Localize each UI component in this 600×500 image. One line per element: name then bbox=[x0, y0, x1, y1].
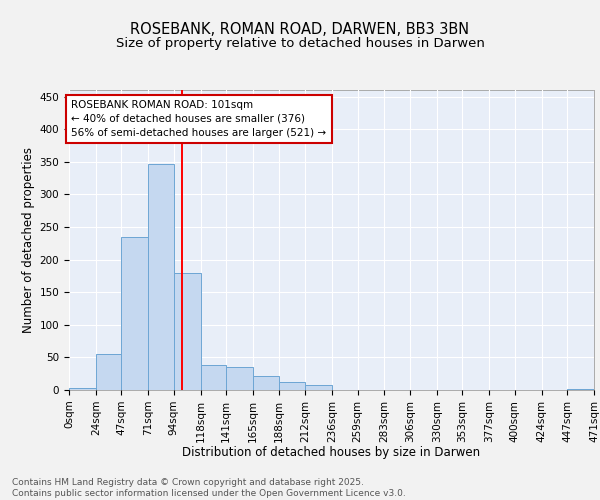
Bar bbox=[121, 236, 148, 390]
Bar bbox=[253, 376, 278, 390]
Bar bbox=[226, 367, 253, 390]
Bar bbox=[226, 367, 253, 390]
Text: Size of property relative to detached houses in Darwen: Size of property relative to detached ho… bbox=[116, 38, 484, 51]
Bar bbox=[69, 388, 96, 390]
Bar bbox=[69, 388, 96, 390]
Bar bbox=[200, 365, 226, 390]
Bar bbox=[305, 386, 332, 390]
Text: Contains HM Land Registry data © Crown copyright and database right 2025.
Contai: Contains HM Land Registry data © Crown c… bbox=[12, 478, 406, 498]
Text: ROSEBANK, ROMAN ROAD, DARWEN, BB3 3BN: ROSEBANK, ROMAN ROAD, DARWEN, BB3 3BN bbox=[130, 22, 470, 38]
Bar bbox=[567, 388, 594, 390]
Bar bbox=[96, 354, 121, 390]
Bar bbox=[121, 236, 148, 390]
Bar bbox=[200, 365, 226, 390]
Y-axis label: Number of detached properties: Number of detached properties bbox=[22, 147, 35, 333]
Bar bbox=[174, 272, 200, 390]
Bar bbox=[96, 354, 121, 390]
Text: ROSEBANK ROMAN ROAD: 101sqm
← 40% of detached houses are smaller (376)
56% of se: ROSEBANK ROMAN ROAD: 101sqm ← 40% of det… bbox=[71, 100, 326, 138]
Bar bbox=[174, 272, 200, 390]
Bar bbox=[278, 382, 305, 390]
Bar bbox=[148, 164, 174, 390]
X-axis label: Distribution of detached houses by size in Darwen: Distribution of detached houses by size … bbox=[182, 446, 481, 459]
Bar bbox=[567, 388, 594, 390]
Bar bbox=[148, 164, 174, 390]
Bar bbox=[278, 382, 305, 390]
Bar bbox=[305, 386, 332, 390]
Bar bbox=[253, 376, 278, 390]
